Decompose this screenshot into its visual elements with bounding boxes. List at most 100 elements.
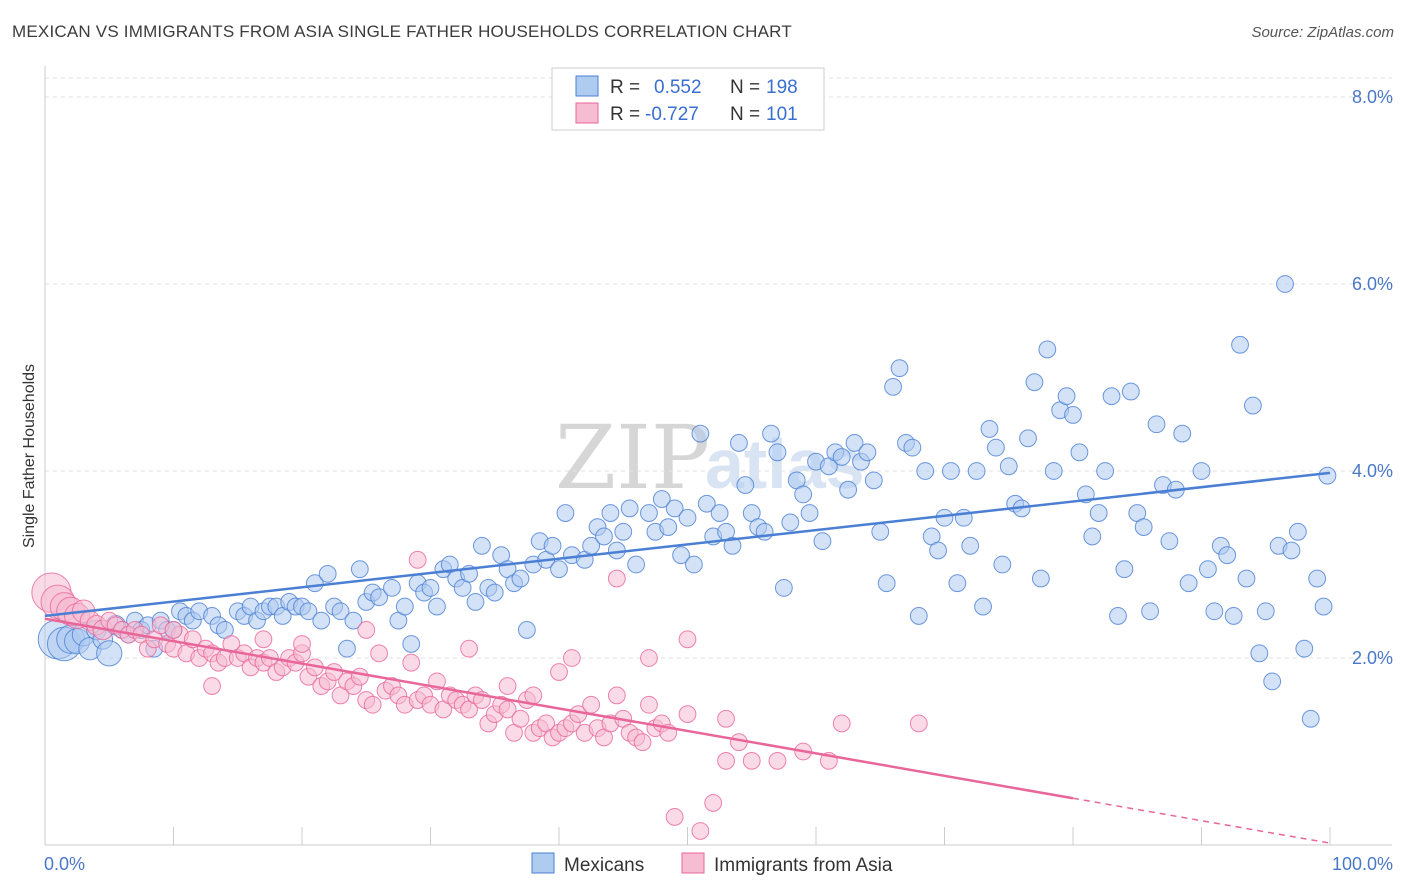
mexicans-point: [1192, 462, 1211, 480]
mexicans-point: [871, 522, 890, 541]
mexicans-point: [916, 462, 935, 480]
y-axis-label: Single Father Households: [21, 364, 38, 548]
mexicans-point: [1318, 466, 1337, 485]
mexicans-point: [312, 611, 331, 630]
bottom-legend-asia: Immigrants from Asia: [714, 855, 893, 876]
mexicans-point: [961, 536, 980, 555]
asia-point: [633, 733, 652, 752]
mexicans-point: [948, 574, 967, 593]
mexicans-point: [1109, 607, 1127, 625]
legend-n-label-2: N =: [730, 104, 760, 125]
mexicans-point: [691, 424, 710, 443]
mexicans-point: [550, 560, 568, 579]
mexicans-point: [813, 532, 832, 551]
y-tick-label: 8.0%: [1352, 87, 1393, 107]
mexicans-point: [1276, 275, 1294, 293]
mexicans-point: [987, 438, 1005, 457]
asia-point: [408, 550, 427, 569]
asia-point: [717, 709, 735, 728]
mexicans-point: [1231, 335, 1249, 354]
mexicans-point: [774, 578, 793, 597]
mexicans-point: [1141, 602, 1159, 621]
mexicans-point: [1224, 607, 1243, 625]
mexicans-point: [1314, 597, 1333, 616]
asia-point: [665, 808, 684, 826]
mexicans-point: [1057, 387, 1076, 406]
mexicans-point: [1064, 406, 1082, 424]
asia-point: [524, 686, 543, 705]
mexicans-point: [318, 564, 337, 583]
legend-swatch-mexicans: [575, 75, 599, 97]
chart-title: MEXICAN VS IMMIGRANTS FROM ASIA SINGLE F…: [12, 22, 792, 41]
legend-swatch-asia: [575, 102, 599, 124]
mexicans-point: [845, 434, 864, 452]
mexicans-point: [1244, 396, 1262, 415]
y-tick-label: 6.0%: [1352, 274, 1393, 294]
asia-point: [678, 630, 697, 649]
mexicans-point: [614, 522, 633, 541]
mexicans-point: [299, 602, 318, 621]
mexicans-point: [884, 377, 902, 396]
mexicans-point: [1173, 424, 1192, 443]
legend-n-value-2: 101: [766, 104, 798, 125]
asia-point: [498, 700, 517, 719]
mexicans-point: [1205, 602, 1224, 621]
mexicans-point: [338, 639, 356, 658]
mexicans-point: [402, 635, 421, 653]
mexicans-point: [1237, 569, 1256, 588]
mexicans-point: [685, 555, 703, 574]
mexicans-point: [1288, 522, 1307, 541]
mexicans-point: [383, 578, 401, 597]
mexicans-point: [485, 583, 504, 602]
mexicans-point: [697, 494, 716, 513]
mexicans-point: [601, 504, 620, 522]
mexicans-point: [627, 555, 645, 574]
asia-point: [742, 751, 761, 770]
mexicans-point: [1199, 560, 1217, 579]
asia-point: [640, 649, 658, 667]
mexicans-point: [762, 424, 780, 443]
mexicans-point: [1089, 504, 1108, 522]
mexicans-point: [543, 536, 562, 555]
mexicans-point: [935, 508, 954, 527]
asia-point: [402, 653, 421, 672]
mexicans-point: [1134, 518, 1153, 536]
legend-n-value-1: 198: [766, 77, 798, 98]
mexicans-trend-line: [44, 471, 1331, 618]
x-tick-label-end: 100.0%: [1332, 854, 1393, 874]
asia-point: [678, 705, 697, 723]
asia-point: [350, 667, 369, 686]
mexicans-point: [980, 420, 999, 438]
mexicans-point: [556, 504, 575, 522]
mexicans-point: [1102, 387, 1121, 406]
mexicans-point: [800, 504, 819, 522]
legend-n-label-1: N =: [730, 77, 760, 98]
mexicans-point: [1070, 443, 1089, 462]
asia-point: [582, 695, 601, 714]
mexicans-point: [620, 499, 639, 518]
mexicans-point: [890, 359, 909, 378]
x-tick-label-start: 0.0%: [44, 854, 85, 874]
mexicans-point: [999, 457, 1018, 476]
grid: [45, 77, 1392, 659]
mexicans-point: [595, 527, 613, 546]
mexicans-point: [1308, 569, 1327, 588]
asia-point: [164, 621, 183, 639]
mexicans-point: [421, 578, 440, 597]
asia-point: [203, 677, 221, 695]
trend-lines: [44, 471, 1331, 844]
asia-point: [704, 794, 723, 812]
mexicans-point: [678, 508, 697, 527]
mexicans-point: [723, 536, 742, 555]
mexicans-point: [511, 569, 530, 588]
mexicans-point: [794, 485, 813, 504]
mexicans-point: [1121, 382, 1140, 401]
mexicans-point: [517, 621, 536, 639]
asia-point: [511, 709, 530, 728]
mexicans-point: [1250, 644, 1269, 663]
mexicans-point: [1160, 532, 1179, 551]
mexicans-point: [1282, 541, 1301, 560]
mexicans-point: [659, 518, 678, 536]
legend-r-label-1: R =: [610, 77, 640, 98]
mexicans-point: [993, 555, 1012, 574]
